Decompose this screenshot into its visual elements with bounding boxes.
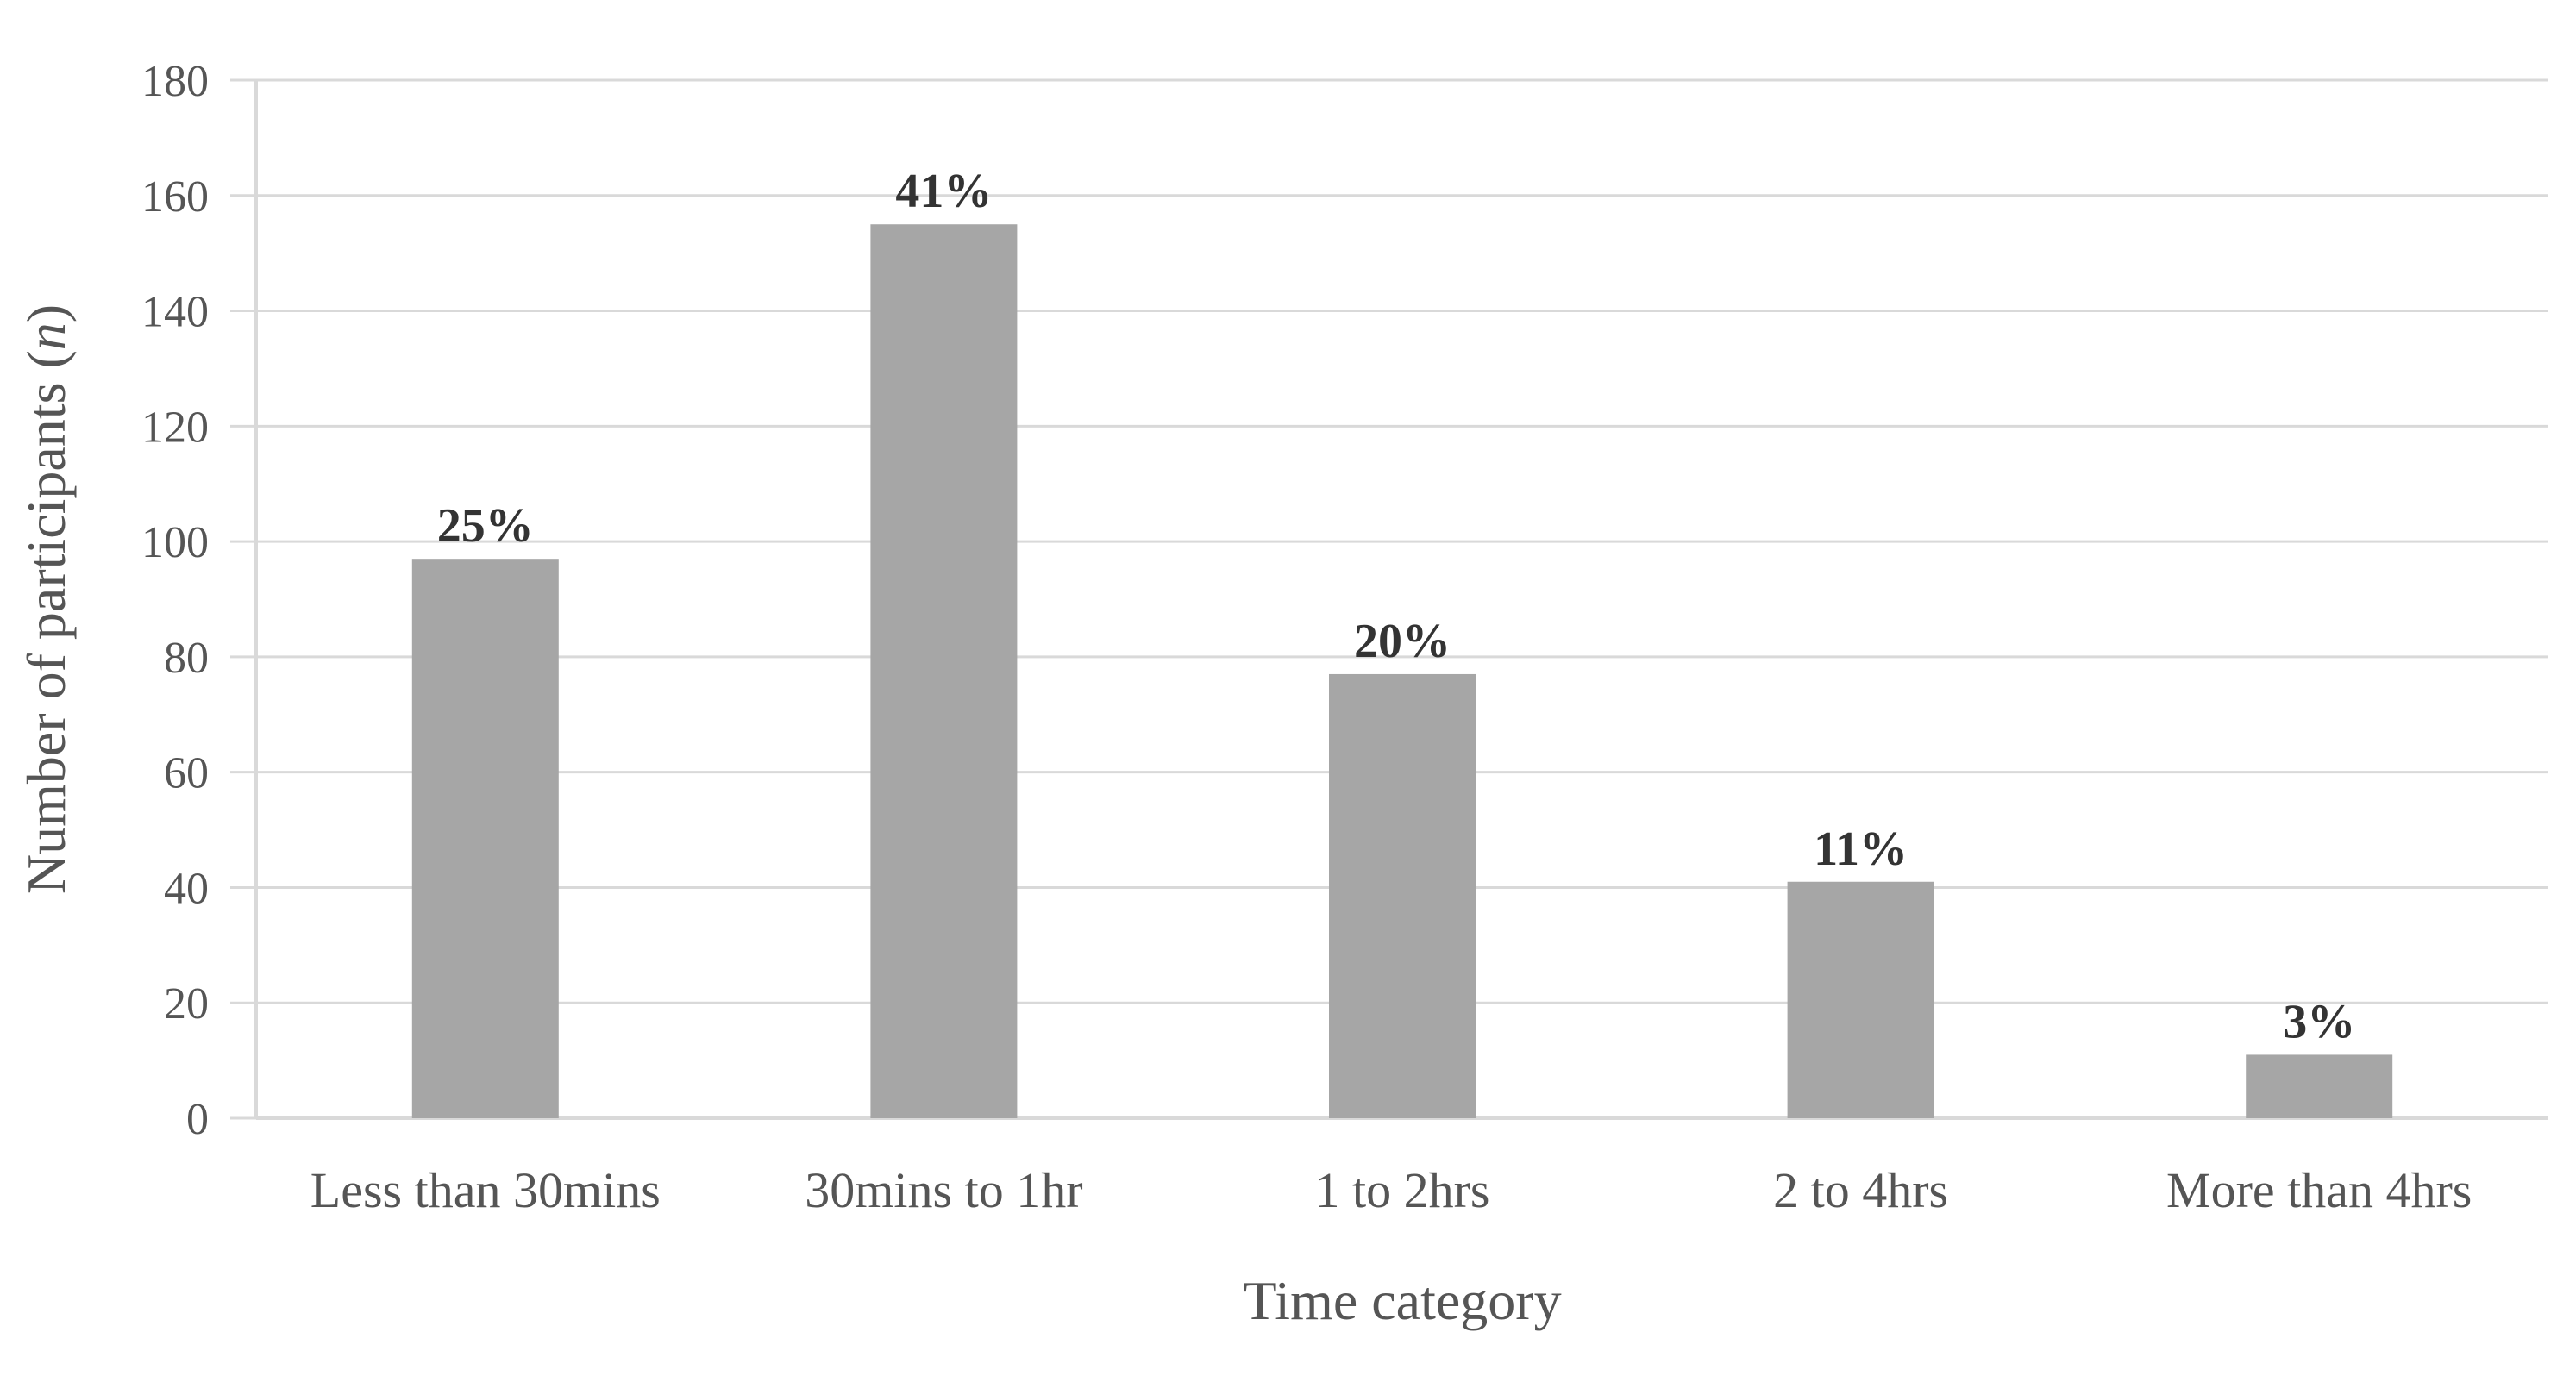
y-tick-label-40: 40 — [164, 864, 209, 913]
data-label-5: 3% — [2283, 995, 2355, 1048]
bar-3 — [1329, 673, 1476, 1118]
data-label-4: 11% — [1814, 822, 1908, 876]
y-axis-title: Number of participants (n) — [16, 304, 77, 894]
y-tick-label-120: 120 — [141, 403, 209, 452]
y-axis-title-variable: n — [16, 322, 77, 350]
x-category-label-3: 1 to 2hrs — [1315, 1162, 1490, 1218]
data-label-1: 25% — [437, 499, 534, 553]
bar-1 — [411, 559, 559, 1118]
x-axis-categories: Less than 30mins 30mins to 1hr 1 to 2hrs 2 … — [310, 1162, 2473, 1218]
y-tick-label-20: 20 — [164, 979, 209, 1029]
y-tick-label-160: 160 — [141, 172, 209, 222]
y-tick-label-0: 0 — [186, 1095, 209, 1144]
y-axis-title-prefix: Number of participants ( — [16, 350, 77, 894]
data-label-3: 20% — [1354, 615, 1451, 668]
data-label-2: 41% — [895, 165, 992, 218]
y-tick-label-100: 100 — [141, 518, 209, 567]
x-axis-title: Time category — [1243, 1270, 1561, 1331]
y-axis-ticks: 0 20 40 60 80 100 120 140 160 180 — [141, 57, 256, 1144]
y-tick-label-140: 140 — [141, 288, 209, 337]
gridlines — [256, 78, 2548, 1004]
bar-5 — [2246, 1054, 2393, 1118]
y-tick-label-180: 180 — [141, 57, 209, 106]
bar-4 — [1787, 881, 1934, 1118]
x-category-label-2: 30mins to 1hr — [805, 1162, 1082, 1218]
x-category-label-1: Less than 30mins — [310, 1162, 661, 1218]
y-axis-title-suffix: ) — [16, 304, 77, 322]
x-category-label-5: More than 4hrs — [2166, 1162, 2472, 1218]
x-category-label-4: 2 to 4hrs — [1773, 1162, 1948, 1218]
bar-2 — [870, 224, 1018, 1119]
y-tick-label-60: 60 — [164, 749, 209, 798]
data-labels: 25% 41% 20% 11% 3% — [437, 165, 2355, 1048]
bars — [411, 224, 2393, 1119]
y-tick-label-80: 80 — [164, 634, 209, 683]
